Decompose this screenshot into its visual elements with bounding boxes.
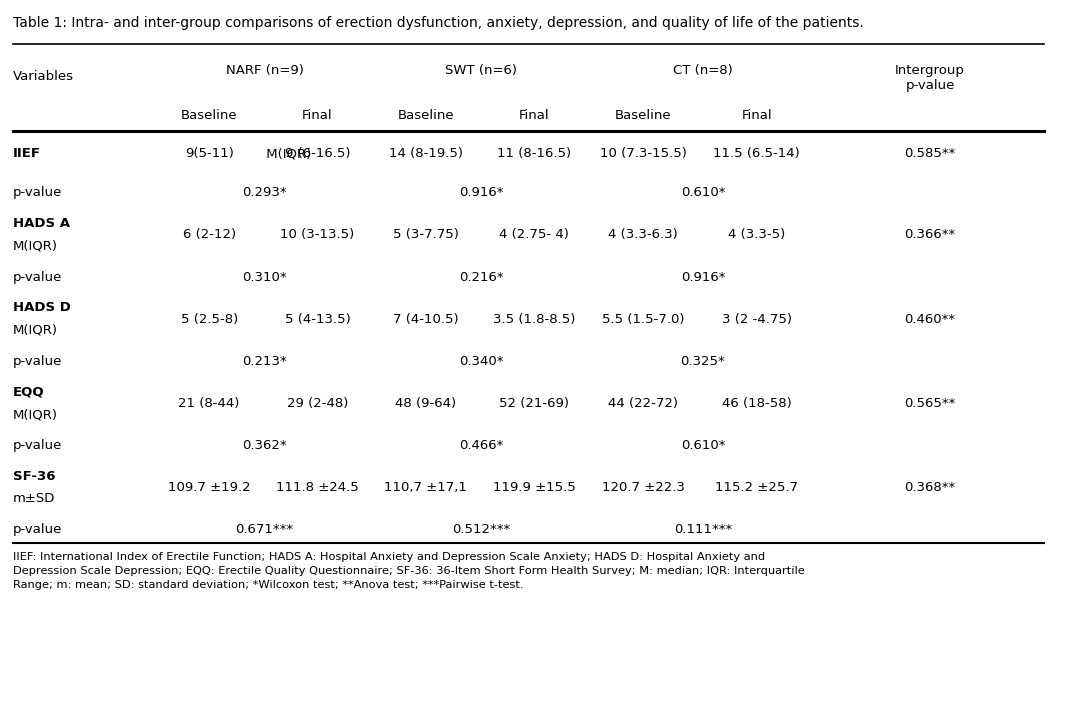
Text: 0.340*: 0.340*: [459, 355, 503, 368]
Text: 0.916*: 0.916*: [459, 186, 503, 199]
Text: M(IQR): M(IQR): [13, 408, 57, 421]
Text: 0.362*: 0.362*: [242, 439, 287, 452]
Text: 7 (4-10.5): 7 (4-10.5): [393, 313, 459, 326]
Text: 0.368**: 0.368**: [904, 481, 956, 494]
Text: 0.366**: 0.366**: [904, 228, 956, 241]
Text: 0.565**: 0.565**: [904, 397, 956, 410]
Text: 14 (8-19.5): 14 (8-19.5): [389, 147, 462, 161]
Text: 9 (6-16.5): 9 (6-16.5): [285, 147, 350, 161]
Text: 11 (8-16.5): 11 (8-16.5): [497, 147, 571, 161]
Text: 0.460**: 0.460**: [904, 313, 956, 326]
Text: 9(5-11): 9(5-11): [185, 147, 233, 161]
Text: 120.7 ±22.3: 120.7 ±22.3: [602, 481, 685, 494]
Text: 0.610*: 0.610*: [680, 439, 725, 452]
Text: 44 (22-72): 44 (22-72): [608, 397, 678, 410]
Text: 10 (3-13.5): 10 (3-13.5): [281, 228, 354, 241]
Text: 0.671***: 0.671***: [235, 523, 294, 536]
Text: 6 (2-12): 6 (2-12): [183, 228, 235, 241]
Text: Baseline: Baseline: [615, 109, 672, 121]
Text: IIEF: IIEF: [13, 147, 41, 161]
Text: 0.216*: 0.216*: [459, 271, 503, 283]
Text: 0.325*: 0.325*: [680, 355, 726, 368]
Text: HADS A: HADS A: [13, 217, 70, 230]
Text: p-value: p-value: [13, 271, 62, 283]
Text: 0.512***: 0.512***: [451, 523, 510, 536]
Text: Final: Final: [518, 109, 550, 121]
Text: p-value: p-value: [13, 355, 62, 368]
Text: NARF (n=9): NARF (n=9): [226, 64, 303, 77]
Text: Baseline: Baseline: [397, 109, 454, 121]
Text: M(IQR): M(IQR): [13, 324, 57, 337]
Text: 111.8 ±24.5: 111.8 ±24.5: [276, 481, 359, 494]
Text: 5 (4-13.5): 5 (4-13.5): [284, 313, 350, 326]
Text: 3.5 (1.8-8.5): 3.5 (1.8-8.5): [492, 313, 575, 326]
Text: 48 (9-64): 48 (9-64): [395, 397, 456, 410]
Text: 0.466*: 0.466*: [459, 439, 503, 452]
Text: 0.916*: 0.916*: [680, 271, 725, 283]
Text: 0.111***: 0.111***: [674, 523, 732, 536]
Text: Final: Final: [302, 109, 333, 121]
Text: 4 (3.3-5): 4 (3.3-5): [728, 228, 785, 241]
Text: Intergroup
p-value: Intergroup p-value: [895, 64, 964, 92]
Text: p-value: p-value: [13, 439, 62, 452]
Text: 52 (21-69): 52 (21-69): [499, 397, 569, 410]
Text: Variables: Variables: [13, 70, 73, 83]
Text: HADS D: HADS D: [13, 301, 70, 314]
Text: 10 (7.3-15.5): 10 (7.3-15.5): [599, 147, 687, 161]
Text: 0.585**: 0.585**: [904, 147, 956, 161]
Text: 21 (8-44): 21 (8-44): [178, 397, 240, 410]
Text: m±SD: m±SD: [13, 493, 55, 506]
Text: 5 (2.5-8): 5 (2.5-8): [180, 313, 238, 326]
Text: 46 (18-58): 46 (18-58): [721, 397, 792, 410]
Text: SWT (n=6): SWT (n=6): [445, 64, 517, 77]
Text: Final: Final: [742, 109, 772, 121]
Text: 0.213*: 0.213*: [242, 355, 287, 368]
Text: 119.9 ±15.5: 119.9 ±15.5: [492, 481, 576, 494]
Text: 5 (3-7.75): 5 (3-7.75): [393, 228, 459, 241]
Text: 3 (2 -4.75): 3 (2 -4.75): [721, 313, 792, 326]
Text: IIEF: International Index of Erectile Function; HADS A: Hospital Anxiety and Dep: IIEF: International Index of Erectile Fu…: [13, 552, 805, 590]
Text: M(IQR): M(IQR): [261, 147, 311, 161]
Text: Table 1: Intra- and inter-group comparisons of erection dysfunction, anxiety, de: Table 1: Intra- and inter-group comparis…: [13, 16, 863, 30]
Text: CT (n=8): CT (n=8): [673, 64, 733, 77]
Text: p-value: p-value: [13, 523, 62, 536]
Text: 4 (3.3-6.3): 4 (3.3-6.3): [608, 228, 678, 241]
Text: 110,7 ±17,1: 110,7 ±17,1: [384, 481, 467, 494]
Text: 109.7 ±19.2: 109.7 ±19.2: [167, 481, 251, 494]
Text: 11.5 (6.5-14): 11.5 (6.5-14): [714, 147, 800, 161]
Text: Baseline: Baseline: [180, 109, 238, 121]
Text: 115.2 ±25.7: 115.2 ±25.7: [715, 481, 798, 494]
Text: 0.293*: 0.293*: [242, 186, 287, 199]
Text: SF-36: SF-36: [13, 470, 55, 483]
Text: EQQ: EQQ: [13, 386, 44, 398]
Text: 29 (2-48): 29 (2-48): [286, 397, 348, 410]
Text: 5.5 (1.5-7.0): 5.5 (1.5-7.0): [602, 313, 685, 326]
Text: p-value: p-value: [13, 186, 62, 199]
Text: 0.610*: 0.610*: [680, 186, 725, 199]
Text: 0.310*: 0.310*: [242, 271, 287, 283]
Text: M(IQR): M(IQR): [13, 240, 57, 253]
Text: 4 (2.75- 4): 4 (2.75- 4): [499, 228, 569, 241]
